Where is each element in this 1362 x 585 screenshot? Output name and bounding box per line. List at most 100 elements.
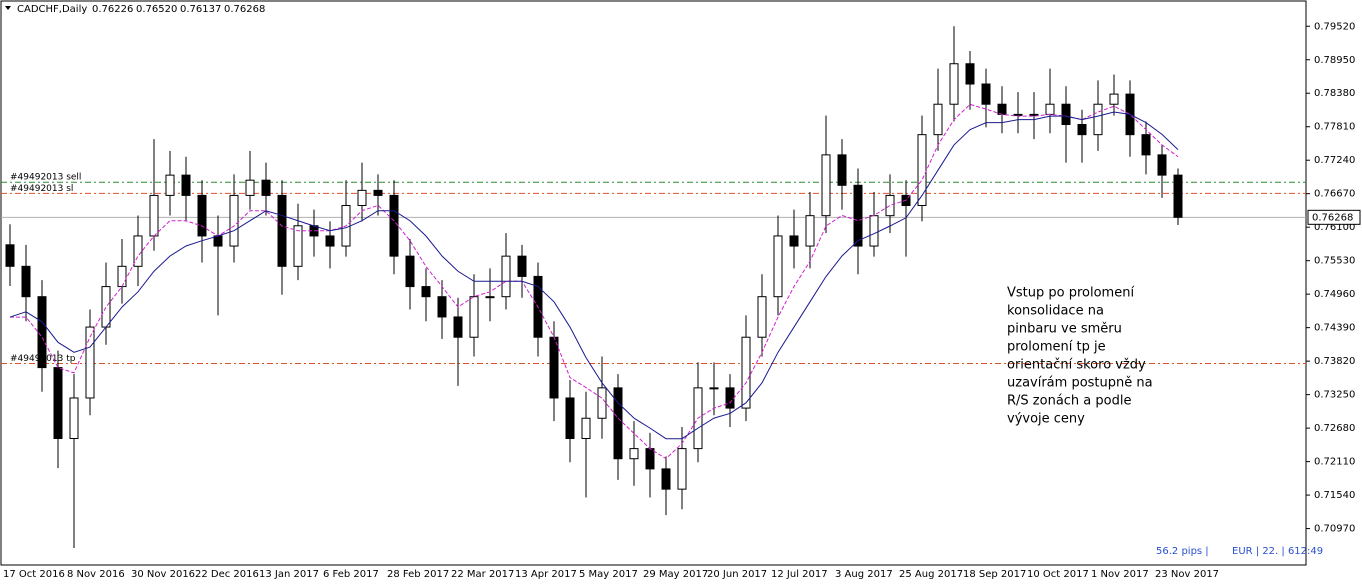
- y-tick-label: 0.77810: [1314, 122, 1355, 133]
- candle-body: [1109, 93, 1119, 105]
- x-tick-label: 22 Dec 2016: [195, 569, 259, 580]
- candle-body: [213, 235, 223, 247]
- annotation-line: konsolidace na: [1007, 304, 1104, 319]
- candle-body: [277, 194, 287, 267]
- candle-body: [997, 103, 1007, 115]
- candle-body: [149, 194, 159, 237]
- x-tick-label: 3 Aug 2017: [835, 569, 893, 580]
- candle-body: [245, 179, 255, 196]
- candle-body: [645, 448, 655, 470]
- candle-body: [885, 194, 895, 217]
- annotation-line: vývoje ceny: [1007, 412, 1085, 427]
- candle-body: [853, 184, 863, 247]
- candle-body: [373, 189, 383, 196]
- x-tick-label: 5 May 2017: [579, 569, 638, 580]
- candle-body: [773, 235, 783, 298]
- candle-body: [949, 63, 959, 105]
- x-tick-label: 22 Mar 2017: [451, 569, 514, 580]
- y-tick-label: 0.76100: [1314, 222, 1355, 233]
- candle-body: [405, 255, 415, 288]
- annotation-line: prolomení tp je: [1007, 340, 1106, 355]
- y-tick-label: 0.75530: [1314, 256, 1355, 267]
- y-tick-label: 0.72110: [1314, 457, 1355, 468]
- x-tick-label: 13 Apr 2017: [515, 569, 577, 580]
- candle-body: [1061, 103, 1071, 125]
- candle-body: [293, 225, 303, 267]
- candle-body: [197, 194, 207, 237]
- candle-body: [1045, 103, 1055, 115]
- candle-body: [613, 387, 623, 460]
- candle-body: [597, 387, 607, 419]
- candle-body: [325, 235, 335, 247]
- candle-body: [725, 387, 735, 409]
- candle-body: [933, 103, 943, 136]
- x-tick-label: 18 Sep 2017: [963, 569, 1026, 580]
- candle-body: [837, 154, 847, 186]
- x-tick-label: 25 Aug 2017: [899, 569, 963, 580]
- candle-body: [5, 244, 15, 267]
- candle-body: [709, 387, 719, 390]
- y-tick-label: 0.73250: [1314, 390, 1355, 401]
- candle-body: [53, 367, 63, 440]
- candle-body: [37, 296, 47, 369]
- candle-body: [581, 417, 591, 440]
- y-tick-label: 0.73820: [1314, 356, 1355, 367]
- x-tick-label: 13 Jan 2017: [259, 569, 319, 580]
- y-tick-label: 0.71540: [1314, 490, 1355, 501]
- y-tick-label: 0.74960: [1314, 289, 1355, 300]
- moving-average: [10, 103, 1179, 460]
- candle-body: [1077, 123, 1087, 136]
- candle-body: [117, 265, 127, 288]
- header-value: 0.76137: [180, 4, 221, 15]
- candle-body: [453, 316, 463, 338]
- candle-body: [1093, 103, 1103, 136]
- annotation-line: uzavírám postupně na: [1007, 376, 1153, 391]
- candle-body: [869, 215, 879, 247]
- x-tick-label: 12 Jul 2017: [771, 569, 828, 580]
- header-value: 0.76226: [92, 4, 133, 15]
- header-value: 0.76520: [136, 4, 177, 15]
- x-tick-label: 8 Nov 2016: [67, 569, 125, 580]
- moving-average: [9, 111, 1179, 440]
- y-tick-label: 0.76670: [1314, 189, 1355, 200]
- y-tick-label: 0.79520: [1314, 21, 1355, 32]
- x-tick-label: 1 Nov 2017: [1091, 569, 1149, 580]
- y-tick-label: 0.70970: [1314, 524, 1355, 535]
- candle-body: [165, 174, 175, 196]
- candle-body: [85, 326, 95, 399]
- candle-body: [469, 296, 479, 338]
- candle-body: [917, 134, 927, 207]
- last-price-box: [1307, 209, 1361, 225]
- x-tick-label: 29 May 2017: [643, 569, 708, 580]
- candle-body: [133, 235, 143, 267]
- y-tick-label: 0.78950: [1314, 55, 1355, 66]
- candle-body: [965, 63, 975, 85]
- candle-body: [661, 468, 671, 490]
- candle-body: [1013, 113, 1023, 116]
- candle-body: [21, 265, 31, 298]
- plot-frame: [0, 0, 1307, 566]
- order-label: #49492013 sell: [10, 173, 81, 183]
- menu-arrow[interactable]: [5, 6, 11, 10]
- x-tick-label: 28 Feb 2017: [387, 569, 449, 580]
- x-tick-label: 6 Feb 2017: [323, 569, 379, 580]
- candle-body: [677, 448, 687, 490]
- candle-body: [981, 83, 991, 105]
- last-price-label: 0.76268: [1312, 212, 1353, 223]
- candle-body: [181, 174, 191, 196]
- order-label: #49492013 sl: [10, 184, 73, 194]
- candle-body: [789, 235, 799, 247]
- candle-body: [1029, 113, 1039, 116]
- candle-body: [805, 215, 815, 247]
- x-tick-label: 20 Jun 2017: [707, 569, 767, 580]
- candle-body: [549, 336, 559, 399]
- candle-body: [501, 255, 511, 298]
- candle-body: [629, 448, 639, 460]
- y-tick-label: 0.77240: [1314, 155, 1355, 166]
- x-tick-label: 17 Oct 2016: [3, 569, 65, 580]
- annotation-line: pinbaru ve směru: [1007, 322, 1122, 337]
- x-tick-label: 30 Nov 2016: [131, 569, 195, 580]
- candle-body: [389, 194, 399, 257]
- candle-body: [421, 286, 431, 298]
